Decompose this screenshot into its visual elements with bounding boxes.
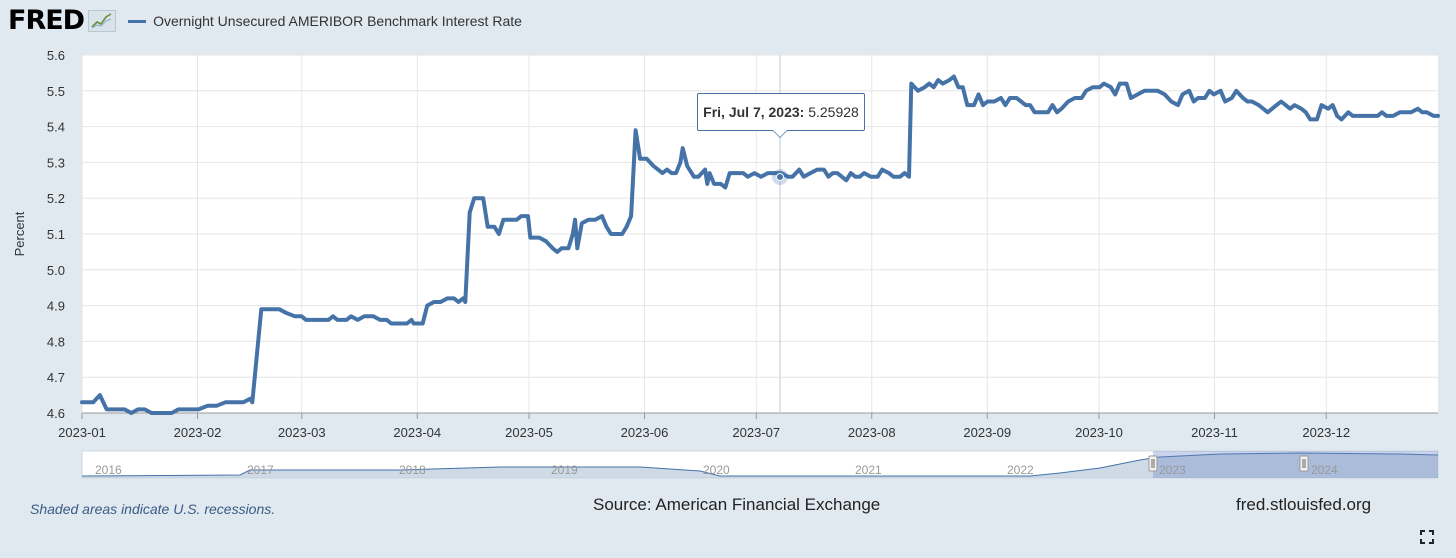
y-tick-label: 5.5	[47, 84, 65, 99]
y-tick-label: 4.6	[47, 406, 65, 421]
y-tick-label: 5.6	[47, 48, 65, 63]
y-axis-label: Percent	[12, 211, 27, 256]
navigator-year-label: 2020	[703, 463, 730, 477]
x-tick-label: 2023-11	[1191, 425, 1238, 440]
navigator-year-label: 2022	[1007, 463, 1034, 477]
navigator-handle-right[interactable]	[1299, 455, 1309, 472]
navigator-area-fill	[82, 453, 1438, 478]
x-tick-label: 2023-09	[963, 425, 1011, 440]
tooltip-arrow-inner	[773, 130, 787, 137]
x-tick-label: 2023-04	[393, 425, 441, 440]
navigator-year-label: 2023	[1159, 463, 1186, 477]
hover-marker	[776, 172, 784, 181]
navigator-year-label: 2021	[855, 463, 882, 477]
legend-label: Overnight Unsecured AMERIBOR Benchmark I…	[153, 13, 522, 29]
x-tick-label: 2023-06	[621, 425, 669, 440]
recession-note: Shaded areas indicate U.S. recessions.	[30, 501, 276, 517]
chart-header: FRED Overnight Unsecured AMERIBOR Benchm…	[8, 6, 522, 36]
tooltip-date: Fri, Jul 7, 2023:	[703, 104, 805, 120]
navigator-handle-left[interactable]	[1148, 455, 1158, 472]
series-line	[80, 74, 1440, 415]
legend[interactable]: Overnight Unsecured AMERIBOR Benchmark I…	[128, 13, 522, 29]
x-tick-label: 2023-10	[1075, 425, 1123, 440]
x-tick-label: 2023-08	[848, 425, 896, 440]
navigator-year-label: 2018	[399, 463, 426, 477]
x-tick-label: 2023-07	[732, 425, 780, 440]
source-text: Source: American Financial Exchange	[593, 495, 881, 514]
fred-graph-icon	[88, 10, 117, 32]
navigator-year-label: 2016	[95, 463, 122, 477]
y-tick-label: 4.8	[47, 334, 65, 349]
x-tick-label: 2023-12	[1302, 425, 1350, 440]
y-tick-label: 5.3	[47, 155, 65, 170]
fullscreen-icon[interactable]	[1420, 530, 1434, 544]
navigator-year-label: 2017	[247, 463, 274, 477]
legend-swatch	[128, 19, 147, 23]
x-tick-label: 2023-03	[278, 425, 326, 440]
x-tick-label: 2023-01	[58, 425, 106, 440]
y-tick-label: 5.4	[47, 120, 65, 135]
navigator-line	[81, 452, 1439, 477]
y-tick-label: 5.0	[47, 263, 65, 278]
navigator-year-label: 2019	[551, 463, 578, 477]
y-tick-label: 4.9	[47, 299, 65, 314]
tooltip: Fri, Jul 7, 2023: 5.25928	[697, 93, 865, 131]
fred-logo[interactable]: FRED	[8, 5, 85, 36]
x-tick-label: 2023-02	[174, 425, 222, 440]
tooltip-value: 5.25928	[808, 104, 859, 120]
y-tick-label: 5.2	[47, 191, 65, 206]
navigator-selection	[1153, 451, 1438, 478]
y-tick-label: 4.7	[47, 370, 65, 385]
y-tick-label: 5.1	[47, 227, 65, 242]
x-tick-label: 2023-05	[505, 425, 553, 440]
site-link[interactable]: fred.stlouisfed.org	[1236, 495, 1372, 514]
navigator-year-label: 2024	[1311, 463, 1338, 477]
